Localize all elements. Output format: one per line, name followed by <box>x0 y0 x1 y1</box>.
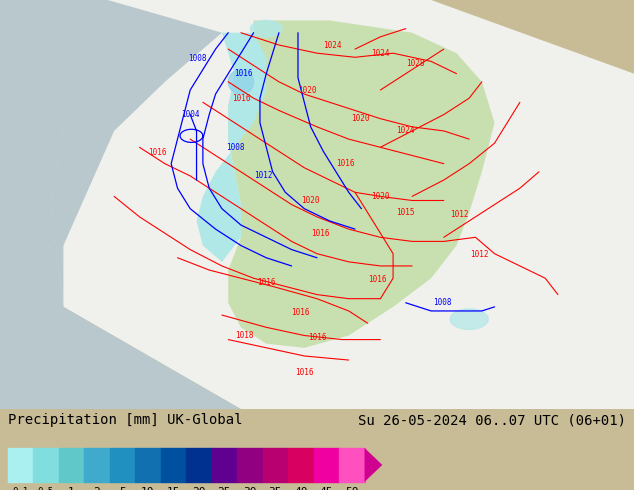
Text: 1008: 1008 <box>188 54 207 63</box>
Text: 10: 10 <box>141 487 155 490</box>
Text: 1016: 1016 <box>234 69 253 78</box>
Text: 1012: 1012 <box>254 172 273 180</box>
Text: 1020: 1020 <box>351 114 370 123</box>
Bar <box>58 448 84 482</box>
Text: 1016: 1016 <box>257 278 276 287</box>
Text: 1016: 1016 <box>231 94 250 103</box>
Ellipse shape <box>228 70 254 94</box>
Polygon shape <box>51 0 222 307</box>
Text: 30: 30 <box>243 487 257 490</box>
Text: Precipitation [mm] UK-Global: Precipitation [mm] UK-Global <box>8 413 242 427</box>
Bar <box>288 448 314 482</box>
Text: 1020: 1020 <box>298 86 317 95</box>
Text: 1015: 1015 <box>396 208 415 217</box>
Text: 1016: 1016 <box>148 147 167 157</box>
Text: 1024: 1024 <box>396 126 415 135</box>
Bar <box>212 448 237 482</box>
Text: 1028: 1028 <box>406 59 425 68</box>
Text: 1024: 1024 <box>371 49 390 58</box>
Text: 1016: 1016 <box>336 159 355 168</box>
Bar <box>186 448 212 482</box>
Text: 45: 45 <box>320 487 333 490</box>
Text: 1004: 1004 <box>181 110 200 119</box>
Text: 1012: 1012 <box>450 210 469 220</box>
Text: 1008: 1008 <box>226 143 245 152</box>
Text: 1020: 1020 <box>301 196 320 205</box>
Bar <box>314 448 339 482</box>
Text: 1012: 1012 <box>470 250 489 259</box>
Bar <box>33 448 58 482</box>
Text: 2: 2 <box>93 487 100 490</box>
Bar <box>8 448 33 482</box>
Text: 1016: 1016 <box>295 368 314 377</box>
Ellipse shape <box>450 309 488 329</box>
Bar <box>84 448 110 482</box>
Text: 1008: 1008 <box>433 298 452 307</box>
Text: 25: 25 <box>217 487 231 490</box>
Bar <box>262 448 288 482</box>
Text: 1016: 1016 <box>311 229 330 238</box>
Bar <box>160 448 186 482</box>
Text: 0.1: 0.1 <box>12 487 29 490</box>
Polygon shape <box>197 33 266 262</box>
Text: 50: 50 <box>345 487 359 490</box>
Bar <box>110 448 135 482</box>
Text: 1016: 1016 <box>291 309 310 318</box>
Text: 0.5: 0.5 <box>38 487 54 490</box>
Polygon shape <box>51 0 634 409</box>
Bar <box>135 448 160 482</box>
Bar <box>339 448 365 482</box>
Text: 35: 35 <box>269 487 282 490</box>
Text: 1016: 1016 <box>307 333 327 342</box>
Bar <box>237 448 262 482</box>
Polygon shape <box>228 21 495 348</box>
Polygon shape <box>0 0 241 409</box>
Ellipse shape <box>250 21 282 37</box>
Text: 1024: 1024 <box>323 41 342 49</box>
Text: 1020: 1020 <box>371 192 390 201</box>
Text: 5: 5 <box>119 487 126 490</box>
Text: 1: 1 <box>68 487 75 490</box>
Text: 1016: 1016 <box>368 274 387 284</box>
Text: 1018: 1018 <box>235 331 254 340</box>
Text: 20: 20 <box>192 487 205 490</box>
Text: 40: 40 <box>294 487 307 490</box>
Polygon shape <box>365 448 382 482</box>
Text: Su 26-05-2024 06..07 UTC (06+01): Su 26-05-2024 06..07 UTC (06+01) <box>358 413 626 427</box>
Text: 15: 15 <box>167 487 180 490</box>
